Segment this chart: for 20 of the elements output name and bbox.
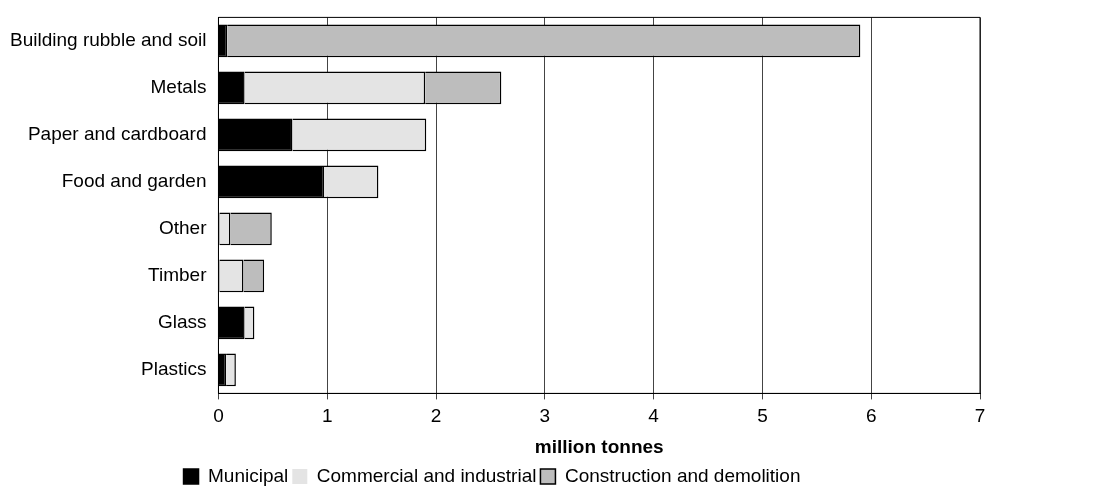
y-tick-label: Timber xyxy=(148,264,208,286)
legend-label: Municipal xyxy=(208,464,289,486)
x-axis-title: million tonnes xyxy=(534,435,664,457)
x-tick-label: 1 xyxy=(321,405,333,427)
x-tick-label: 4 xyxy=(648,405,660,427)
y-tick-label: Food and garden xyxy=(61,170,207,192)
y-tick-label: Other xyxy=(158,217,208,239)
x-tick-label: 5 xyxy=(757,405,768,427)
x-tick-label: 6 xyxy=(865,405,877,427)
y-tick-label: Paper and cardboard xyxy=(27,123,207,145)
y-tick-label: Metals xyxy=(150,76,207,98)
y-tick-label: Building rubble and soil xyxy=(10,29,207,51)
y-tick-label: Glass xyxy=(157,311,207,333)
x-tick-label: 2 xyxy=(430,405,442,427)
legend-label: Commercial and industrial xyxy=(316,464,537,486)
x-tick-label: 7 xyxy=(974,405,986,427)
legend-label: Construction and demolition xyxy=(564,464,801,486)
x-tick-label: 0 xyxy=(213,405,224,427)
y-tick-label: Plastics xyxy=(141,358,207,380)
x-tick-label: 3 xyxy=(539,405,551,427)
